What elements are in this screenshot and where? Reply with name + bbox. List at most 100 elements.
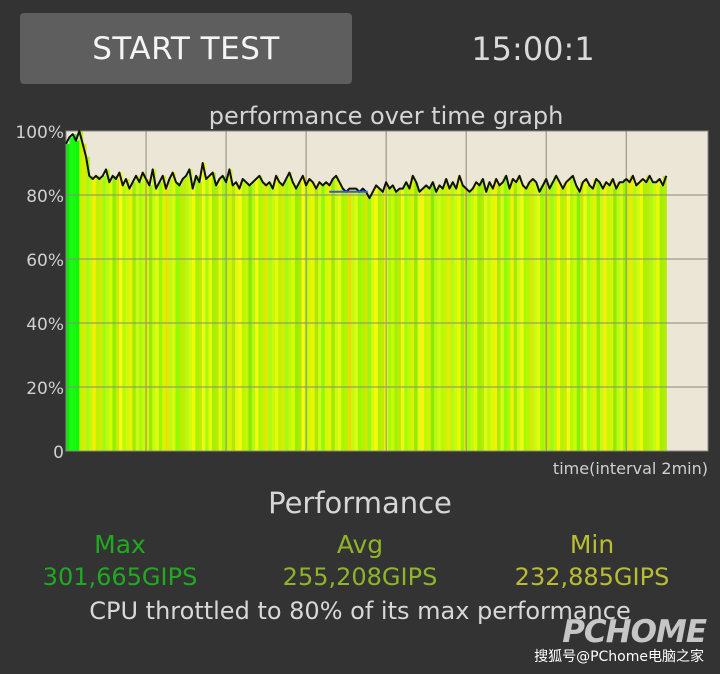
area-stripe	[75, 140, 80, 451]
area-stripe	[274, 175, 279, 452]
area-stripe	[327, 185, 332, 451]
throttle-message: CPU throttled to 80% of its max performa…	[89, 597, 631, 625]
area-stripe	[102, 175, 107, 452]
area-stripe	[201, 163, 206, 451]
area-stripe	[513, 182, 518, 451]
area-stripe	[394, 191, 399, 452]
area-stripe	[639, 179, 644, 451]
area-stripe	[444, 179, 448, 451]
area-stripe	[225, 182, 230, 451]
area-stripe	[493, 179, 498, 451]
area-stripe	[646, 175, 651, 452]
stat-avg: Avg 255,208GIPS	[240, 530, 480, 593]
area-stripe	[152, 169, 157, 451]
area-stripe	[308, 179, 313, 451]
area-stripe	[460, 185, 465, 451]
area-stripe	[165, 188, 170, 451]
area-stripe	[523, 188, 528, 451]
y-tick-label: 20%	[26, 379, 64, 399]
area-stripe	[580, 182, 584, 451]
area-stripe	[410, 175, 415, 452]
area-stripe	[215, 185, 220, 451]
area-stripe	[526, 182, 531, 451]
area-stripe	[135, 175, 140, 452]
area-stripe	[434, 191, 439, 452]
area-stripe	[487, 182, 492, 451]
area-stripe	[377, 188, 382, 451]
area-stripe	[603, 182, 608, 451]
area-stripe	[613, 188, 618, 451]
area-stripe	[609, 179, 614, 451]
area-stripe	[205, 179, 210, 451]
area-stripe	[477, 185, 482, 451]
area-stripe	[208, 175, 213, 452]
watermark-logo: PCHOME	[562, 614, 707, 650]
area-stripe	[570, 175, 575, 452]
area-stripe	[198, 182, 203, 451]
y-tick-label: 0	[53, 443, 64, 463]
start-test-button[interactable]: START TEST	[20, 13, 352, 84]
area-stripe	[178, 185, 183, 451]
area-stripe	[649, 182, 654, 451]
area-stripe	[148, 185, 153, 451]
area-stripe	[95, 175, 100, 452]
area-stripe	[344, 191, 349, 452]
area-stripe	[142, 172, 147, 451]
area-stripe	[66, 143, 70, 452]
performance-area	[66, 131, 667, 452]
performance-title: Performance	[268, 486, 452, 520]
x-axis-label: time(interval 2min)	[553, 459, 708, 478]
stat-max-value: 301,665GIPS	[42, 563, 198, 591]
area-stripe	[264, 185, 269, 451]
area-stripe	[235, 182, 240, 451]
area-stripe	[182, 179, 186, 451]
area-stripe	[221, 175, 226, 452]
area-stripe	[172, 172, 177, 451]
area-stripe	[175, 182, 180, 451]
stat-min-label: Min	[569, 530, 615, 559]
area-stripe	[656, 179, 661, 451]
area-stripe	[105, 169, 110, 451]
area-stripe	[470, 188, 475, 451]
area-stripe	[437, 185, 442, 451]
area-stripe	[447, 188, 452, 451]
area-stripe	[324, 182, 329, 451]
area-stripe	[616, 182, 621, 451]
area-stripe	[550, 182, 555, 451]
area-stripe	[480, 179, 485, 451]
plot-border	[65, 130, 709, 452]
graph-title: performance over time graph	[208, 102, 564, 130]
area-stripe	[334, 175, 339, 452]
area-stripe	[454, 188, 458, 451]
area-stripe	[294, 188, 299, 451]
area-stripe	[643, 182, 647, 451]
area-stripe	[533, 182, 538, 451]
area-stripe	[573, 185, 578, 451]
area-stripe	[606, 185, 611, 451]
area-stripe	[397, 188, 402, 451]
area-stripe	[546, 188, 551, 451]
area-stripe	[566, 179, 571, 451]
area-stripe	[331, 179, 336, 451]
area-stripe	[354, 188, 359, 451]
area-stripe	[361, 188, 366, 451]
area-stripe	[427, 188, 432, 451]
area-stripe	[357, 191, 362, 452]
area-stripe	[288, 172, 293, 451]
area-stripe	[79, 131, 84, 451]
stat-max-label: Max	[94, 530, 146, 559]
area-stripe	[364, 191, 369, 452]
area-stripe	[85, 156, 90, 451]
area-stripe	[125, 179, 130, 451]
area-stripe	[599, 188, 604, 451]
timer: 15:00:1	[471, 30, 595, 68]
area-stripe	[192, 188, 196, 451]
area-stripe	[473, 182, 478, 451]
area-stripe	[158, 182, 163, 451]
area-stripe	[407, 188, 412, 451]
area-stripe	[500, 182, 505, 451]
area-stripe	[391, 185, 395, 451]
area-stripe	[278, 182, 283, 451]
area-stripe	[72, 134, 77, 451]
area-stripe	[251, 182, 256, 451]
